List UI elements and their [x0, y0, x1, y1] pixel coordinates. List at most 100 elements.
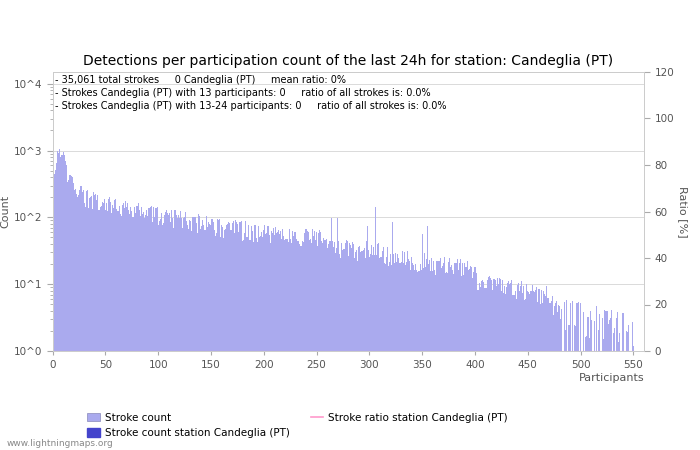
Bar	[130, 207, 131, 450]
Bar	[597, 351, 598, 450]
Bar	[270, 243, 271, 450]
Bar	[425, 267, 426, 450]
Bar	[218, 220, 219, 450]
Bar	[256, 238, 257, 450]
Bar	[338, 241, 339, 450]
Bar	[491, 280, 492, 450]
Bar	[223, 238, 224, 450]
Bar	[75, 189, 76, 450]
Bar	[132, 217, 133, 450]
Bar	[114, 200, 116, 450]
Bar	[288, 230, 290, 450]
Bar	[122, 203, 124, 450]
Bar	[630, 351, 631, 450]
Bar	[261, 232, 262, 450]
Bar	[181, 218, 182, 450]
Bar	[220, 237, 221, 450]
Bar	[209, 224, 211, 450]
Bar	[106, 202, 107, 450]
Bar	[371, 245, 372, 450]
Bar	[537, 302, 538, 450]
Bar	[176, 217, 178, 450]
Bar	[260, 236, 261, 450]
Bar	[95, 194, 97, 450]
Bar	[540, 304, 541, 450]
Bar	[162, 225, 163, 450]
Bar	[297, 242, 298, 450]
Bar	[97, 195, 99, 450]
Bar	[546, 286, 547, 450]
Bar	[359, 246, 360, 450]
Bar	[384, 262, 385, 450]
Bar	[204, 230, 205, 450]
Bar	[279, 234, 280, 450]
Bar	[496, 287, 497, 450]
Bar	[626, 332, 628, 450]
Bar	[296, 239, 297, 450]
Bar	[103, 203, 104, 450]
Bar	[390, 254, 391, 450]
Bar	[259, 237, 260, 450]
Bar	[593, 351, 594, 450]
Bar	[610, 310, 612, 450]
Bar	[58, 153, 60, 450]
Bar	[169, 213, 170, 450]
Bar	[85, 207, 86, 450]
Bar	[385, 264, 386, 450]
Bar	[116, 209, 118, 450]
Bar	[427, 226, 428, 450]
Bar	[234, 220, 236, 450]
Bar	[104, 198, 105, 450]
Bar	[57, 151, 58, 450]
Bar	[463, 275, 464, 450]
Bar	[286, 239, 288, 450]
Bar	[594, 321, 595, 450]
Bar	[66, 182, 68, 450]
Bar	[512, 295, 514, 450]
Bar	[600, 351, 601, 450]
Bar	[241, 221, 242, 450]
Bar	[369, 257, 370, 450]
Bar	[284, 240, 286, 450]
Bar	[190, 221, 191, 450]
Bar	[617, 312, 618, 450]
Bar	[543, 291, 544, 450]
Bar	[506, 287, 507, 450]
Bar	[128, 210, 129, 450]
Bar	[372, 255, 373, 450]
Y-axis label: Ratio [%]: Ratio [%]	[678, 186, 688, 237]
Bar	[432, 271, 433, 450]
Bar	[503, 293, 504, 450]
Bar	[258, 226, 259, 450]
Bar	[560, 319, 561, 450]
Bar	[158, 225, 159, 450]
Bar	[107, 211, 108, 450]
Bar	[110, 202, 111, 450]
Bar	[426, 259, 427, 450]
Bar	[419, 264, 421, 450]
Bar	[539, 289, 540, 450]
Bar	[226, 225, 228, 450]
Bar	[558, 305, 559, 450]
Bar	[622, 312, 624, 450]
Bar	[373, 247, 374, 450]
Bar	[393, 254, 394, 450]
Bar	[76, 194, 77, 450]
Bar	[342, 250, 344, 450]
Bar	[183, 218, 184, 450]
Bar	[147, 216, 148, 450]
Bar	[510, 283, 512, 450]
Bar	[189, 220, 190, 450]
Bar	[87, 190, 88, 450]
Bar	[599, 314, 600, 450]
Bar	[414, 270, 415, 450]
Bar	[129, 214, 130, 450]
Bar	[150, 207, 151, 450]
Bar	[413, 265, 414, 450]
Bar	[603, 338, 604, 450]
Bar	[456, 259, 458, 450]
Bar	[228, 222, 230, 450]
Bar	[120, 216, 122, 450]
Bar	[323, 238, 325, 450]
Bar	[278, 230, 279, 450]
